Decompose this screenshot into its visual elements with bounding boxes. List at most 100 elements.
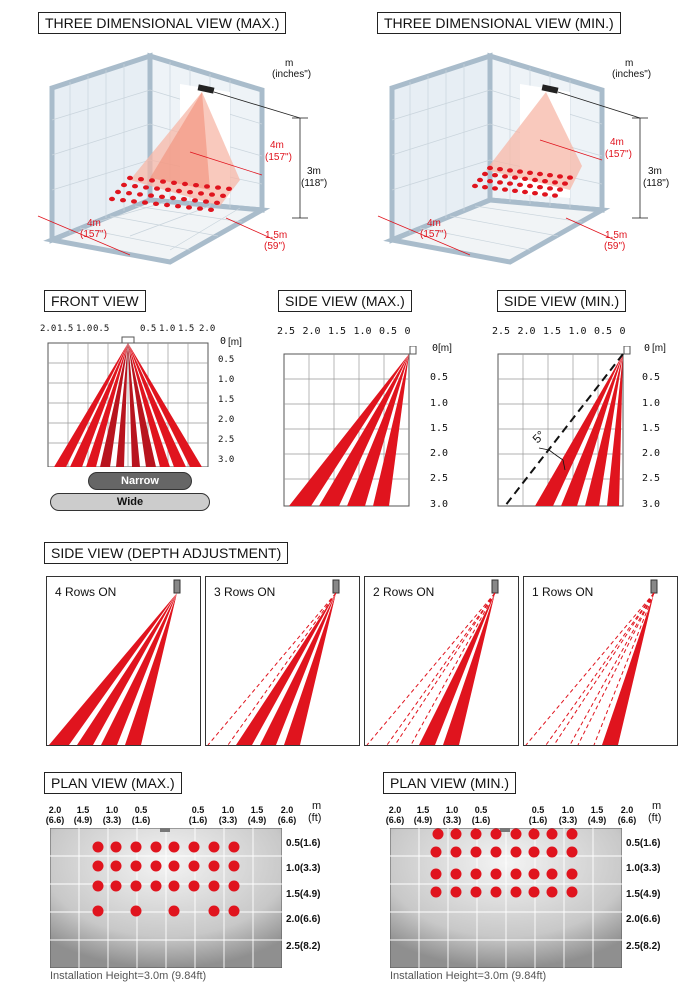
depth-beam-on xyxy=(443,593,495,745)
plan-dot xyxy=(188,841,200,853)
side-y-tick: 1.0 xyxy=(430,398,449,409)
width-label-in: (59") xyxy=(264,241,286,252)
plan-x-tick: 1.5 xyxy=(250,805,264,815)
floor-dot xyxy=(517,169,523,174)
floor-dot xyxy=(192,198,198,203)
floor-dot xyxy=(537,185,543,190)
plan-max-title: PLAN VIEW (MAX.) xyxy=(44,772,182,794)
plan-dot xyxy=(546,868,558,880)
side-y-tick: 1.5 xyxy=(430,423,449,434)
front-y-unit: [m] xyxy=(228,337,242,348)
floor-dot xyxy=(482,185,488,190)
floor-dot xyxy=(154,186,160,191)
floor-dot xyxy=(214,200,220,205)
floor-dots xyxy=(472,165,573,198)
front-view-title: FRONT VIEW xyxy=(44,290,146,312)
side-y-tick: 2.0 xyxy=(642,448,661,459)
floor-dot xyxy=(126,191,132,196)
floor-dot xyxy=(159,194,165,199)
side-x-tick: 1.0 xyxy=(568,326,587,337)
plan-x-tick-ft: (1.6) xyxy=(471,815,491,825)
front-y-tick: 1.0 xyxy=(218,375,235,385)
floor-dot xyxy=(181,197,187,202)
floor-dot xyxy=(148,193,154,198)
depth-beam-on xyxy=(101,593,177,745)
plan-y-tick: 2.0(6.6) xyxy=(626,914,661,925)
plan-x-tick: 0.5 xyxy=(531,805,545,815)
height-label-in: (118") xyxy=(301,178,328,189)
plan-unit-ft: (ft) xyxy=(308,812,322,824)
floor-dots xyxy=(109,175,232,212)
plan-dot xyxy=(528,846,540,858)
floor-dot xyxy=(532,191,538,196)
plan-x-tick: 1.0 xyxy=(561,805,575,815)
plan-dot xyxy=(168,841,180,853)
bottom-depth-m: 4m xyxy=(427,218,441,229)
plan-x-tick: 1.0 xyxy=(221,805,235,815)
floor-dot xyxy=(127,175,133,181)
floor-dot xyxy=(497,180,503,185)
three-d-max-title: THREE DIMENSIONAL VIEW (MAX.) xyxy=(38,12,287,34)
floor-dot xyxy=(487,179,493,184)
floor-dot xyxy=(492,173,498,178)
plan-dot xyxy=(228,880,240,892)
front-view-chart xyxy=(47,336,209,467)
front-beam xyxy=(116,343,128,467)
front-x-tick: 1.0 xyxy=(159,324,176,334)
side-max-chart xyxy=(283,346,417,507)
depth-panel-label: 2 Rows ON xyxy=(373,585,435,599)
plan-dot xyxy=(208,860,220,872)
plan-dot xyxy=(546,828,558,840)
front-y-tick: 2.0 xyxy=(218,415,235,425)
side-y-tick: 3.0 xyxy=(430,499,449,510)
depth-beam-off xyxy=(553,592,655,745)
floor-dot xyxy=(557,174,563,179)
side-x-tick: 0 xyxy=(404,326,411,337)
floor-dot xyxy=(567,175,573,180)
bottom-depth-in: (157") xyxy=(80,229,107,240)
side-beam xyxy=(585,354,623,506)
plan-y-tick: 1.5(4.9) xyxy=(626,889,661,900)
plan-dot xyxy=(546,846,558,858)
depth-label-in: (157") xyxy=(605,149,632,160)
plan-x-tick: 2.0 xyxy=(620,805,634,815)
plan-dot xyxy=(110,880,122,892)
width-label-m: 1.5m xyxy=(605,230,628,241)
floor-dot xyxy=(120,198,126,203)
floor-dot xyxy=(175,204,181,209)
depth-beam-on xyxy=(260,593,336,745)
side-y-tick: 0.5 xyxy=(430,372,449,383)
plan-min-title: PLAN VIEW (MIN.) xyxy=(383,772,517,794)
floor-dot xyxy=(472,183,478,189)
plan-dot xyxy=(228,841,240,853)
sensor-icon xyxy=(160,828,170,832)
floor-dot xyxy=(215,185,221,190)
plan-dot xyxy=(510,828,522,840)
plan-x-tick: 1.5 xyxy=(76,805,90,815)
plan-dot xyxy=(490,868,502,880)
plan-min-footer: Installation Height=3.0m (9.84ft) xyxy=(390,970,547,982)
floor-dot xyxy=(142,200,148,205)
plan-x-tick-ft: (3.3) xyxy=(218,815,238,825)
depth-panel-label: 1 Rows ON xyxy=(532,585,594,599)
plan-dot xyxy=(510,886,522,898)
plan-x-tick-ft: (3.3) xyxy=(558,815,578,825)
plan-dot xyxy=(110,860,122,872)
floor-dot xyxy=(160,179,166,184)
front-beam xyxy=(128,343,156,467)
width-label-in: (59") xyxy=(604,241,626,252)
plan-x-tick-ft: (1.6) xyxy=(131,815,151,825)
plan-x-tick-ft: (1.6) xyxy=(188,815,208,825)
side-beam xyxy=(289,354,409,506)
side-beam xyxy=(319,354,409,506)
depth-beam-off xyxy=(577,592,655,745)
plan-dot xyxy=(432,828,444,840)
front-beam xyxy=(128,343,170,467)
plan-x-tick-ft: (4.9) xyxy=(73,815,93,825)
floor-dot xyxy=(176,188,182,194)
plan-x-tick-ft: (6.6) xyxy=(277,815,297,825)
plan-dot xyxy=(430,846,442,858)
plan-x-tick-ft: (6.6) xyxy=(45,815,65,825)
front-beam xyxy=(128,343,140,467)
depth-panel: 2 Rows ON xyxy=(364,576,519,746)
